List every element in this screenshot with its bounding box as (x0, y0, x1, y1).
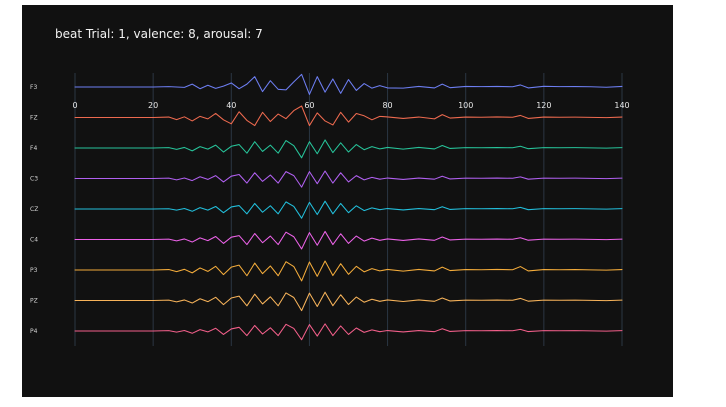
channel-label-p4: P4 (30, 328, 38, 335)
eeg-trace-cz (74, 200, 623, 219)
channel-label-fz: FZ (30, 115, 38, 122)
x-tick-label: 140 (614, 101, 629, 110)
channel-label-f4: F4 (30, 145, 37, 152)
chart-panel: beat Trial: 1, valence: 8, arousal: 7 0 2… (22, 5, 673, 397)
x-tick-label: 120 (536, 101, 551, 110)
channel-labels: F3 FZ F4 C3 CZ C4 P3 PZ P4 (30, 84, 38, 335)
channel-label-c4: C4 (30, 237, 38, 244)
eeg-trace-p4 (74, 323, 623, 341)
x-tick-label: 60 (304, 101, 314, 110)
eeg-trace-c4 (74, 230, 623, 250)
channel-label-cz: CZ (30, 206, 38, 213)
eeg-traces (74, 73, 623, 341)
x-tick-label: 20 (148, 101, 158, 110)
channel-label-p3: P3 (30, 267, 38, 274)
channel-label-c3: C3 (30, 176, 38, 183)
x-tick-label: 40 (226, 101, 236, 110)
eeg-trace-f3 (74, 73, 623, 95)
x-tick-label: 80 (382, 101, 392, 110)
gridlines (74, 73, 623, 346)
eeg-trace-pz (74, 291, 623, 312)
eeg-trace-p3 (74, 260, 623, 282)
eeg-chart: beat Trial: 1, valence: 8, arousal: 7 0 2… (30, 27, 630, 346)
x-axis-tick-labels: 0 20 40 60 80 100 120 140 (72, 101, 629, 110)
channel-label-f3: F3 (30, 84, 37, 91)
x-tick-label: 100 (458, 101, 473, 110)
eeg-trace-fz (74, 105, 623, 127)
eeg-trace-f4 (74, 139, 623, 159)
chart-title: beat Trial: 1, valence: 8, arousal: 7 (55, 27, 263, 41)
channel-label-pz: PZ (30, 298, 38, 305)
x-tick-label: 0 (72, 101, 77, 110)
eeg-trace-c3 (74, 170, 623, 188)
